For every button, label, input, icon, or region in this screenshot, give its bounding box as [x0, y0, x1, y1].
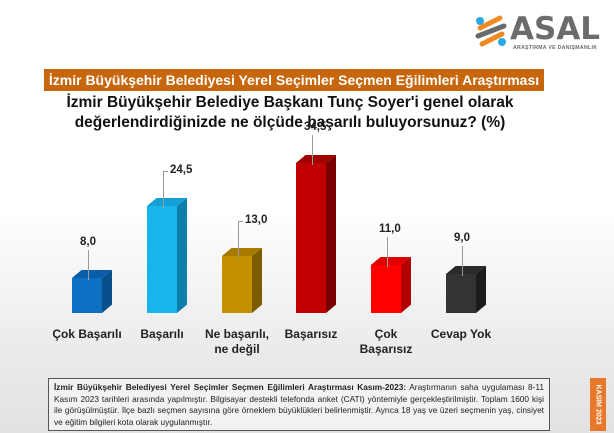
date-badge-label: KASIM 2023 — [594, 384, 602, 425]
category-label-line: Cevap Yok — [430, 327, 492, 341]
asal-logo: ASAL ARAŞTIRMA VE DANIŞMANLIK — [474, 12, 604, 54]
category-label-line: Ne başarılı, — [204, 327, 270, 341]
bar-4 — [296, 154, 336, 313]
bar-front-face — [72, 278, 102, 313]
survey-title-banner: İzmir Büyükşehir Belediyesi Yerel Seçiml… — [44, 69, 544, 91]
question-title: İzmir Büyükşehir Belediye Başkanı Tunç S… — [60, 93, 520, 133]
bar-side-face — [326, 154, 336, 313]
category-label-line: Başarılı — [140, 327, 184, 341]
category-label: Başarılı — [117, 327, 207, 342]
value-label: 8,0 — [80, 236, 96, 248]
bar-front-face — [371, 265, 401, 313]
value-leader-line — [238, 221, 239, 258]
question-line-1: İzmir Büyükşehir Belediye Başkanı Tunç S… — [66, 94, 514, 111]
value-leader-line — [312, 135, 313, 165]
value-label: 11,0 — [379, 223, 401, 235]
category-label: Çok Başarısız — [341, 327, 431, 357]
category-label-line: Başarısız — [284, 327, 338, 341]
bar-5 — [371, 256, 411, 313]
value-label: 13,0 — [245, 214, 268, 226]
category-label: Çok Başarılı — [42, 327, 132, 342]
value-label: 34,5 — [304, 121, 327, 133]
methodology-text: Araştırmanın saha uygulaması 8-11 Kasım … — [54, 382, 544, 427]
value-leader-line — [387, 237, 388, 267]
bar-side-face — [401, 256, 411, 313]
asal-logo-mark-icon — [475, 15, 507, 47]
value-label: 24,5 — [170, 164, 193, 176]
bar-side-face — [252, 247, 262, 313]
bar-side-face — [177, 197, 187, 313]
category-label: Cevap Yok — [416, 327, 506, 342]
logo-wordmark: ASAL — [510, 11, 601, 47]
value-leader-line — [88, 250, 89, 280]
category-label: Ne başarılı, ne değil — [192, 327, 282, 357]
methodology-lead: İzmir Büyükşehir Belediyesi Yerel Seçiml… — [54, 382, 407, 392]
value-leader-line — [163, 171, 164, 208]
bar-front-face — [296, 163, 326, 313]
logo-subtitle: ARAŞTIRMA VE DANIŞMANLIK — [513, 45, 598, 51]
bar-2 — [147, 197, 187, 313]
value-leader-line — [462, 246, 463, 276]
bar-1 — [72, 269, 112, 313]
bar-front-face — [222, 256, 252, 313]
banner-title: İzmir Büyükşehir Belediyesi Yerel Seçiml… — [48, 72, 540, 88]
methodology-note: İzmir Büyükşehir Belediyesi Yerel Seçiml… — [48, 378, 550, 431]
value-leader-tick — [163, 171, 168, 172]
bar-3 — [222, 247, 262, 313]
category-label-line: Çok — [374, 327, 398, 341]
question-line-2: değerlendirdiğinizde ne ölçüde başarılı … — [74, 114, 506, 131]
bar-6 — [446, 265, 486, 313]
value-leader-tick — [238, 221, 243, 222]
value-label: 9,0 — [454, 232, 470, 244]
bar-front-face — [446, 274, 476, 313]
category-label-line: Çok Başarılı — [52, 327, 122, 341]
date-badge: KASIM 2023 — [590, 378, 606, 431]
category-label-line: ne değil — [214, 342, 260, 356]
category-label: Başarısız — [266, 327, 356, 342]
category-label-line: Başarısız — [359, 342, 413, 356]
bar-chart: 8,0 Çok Başarılı 24,5 Başarılı 13,0 Ne başarı… — [42, 121, 506, 357]
bar-front-face — [147, 206, 177, 313]
